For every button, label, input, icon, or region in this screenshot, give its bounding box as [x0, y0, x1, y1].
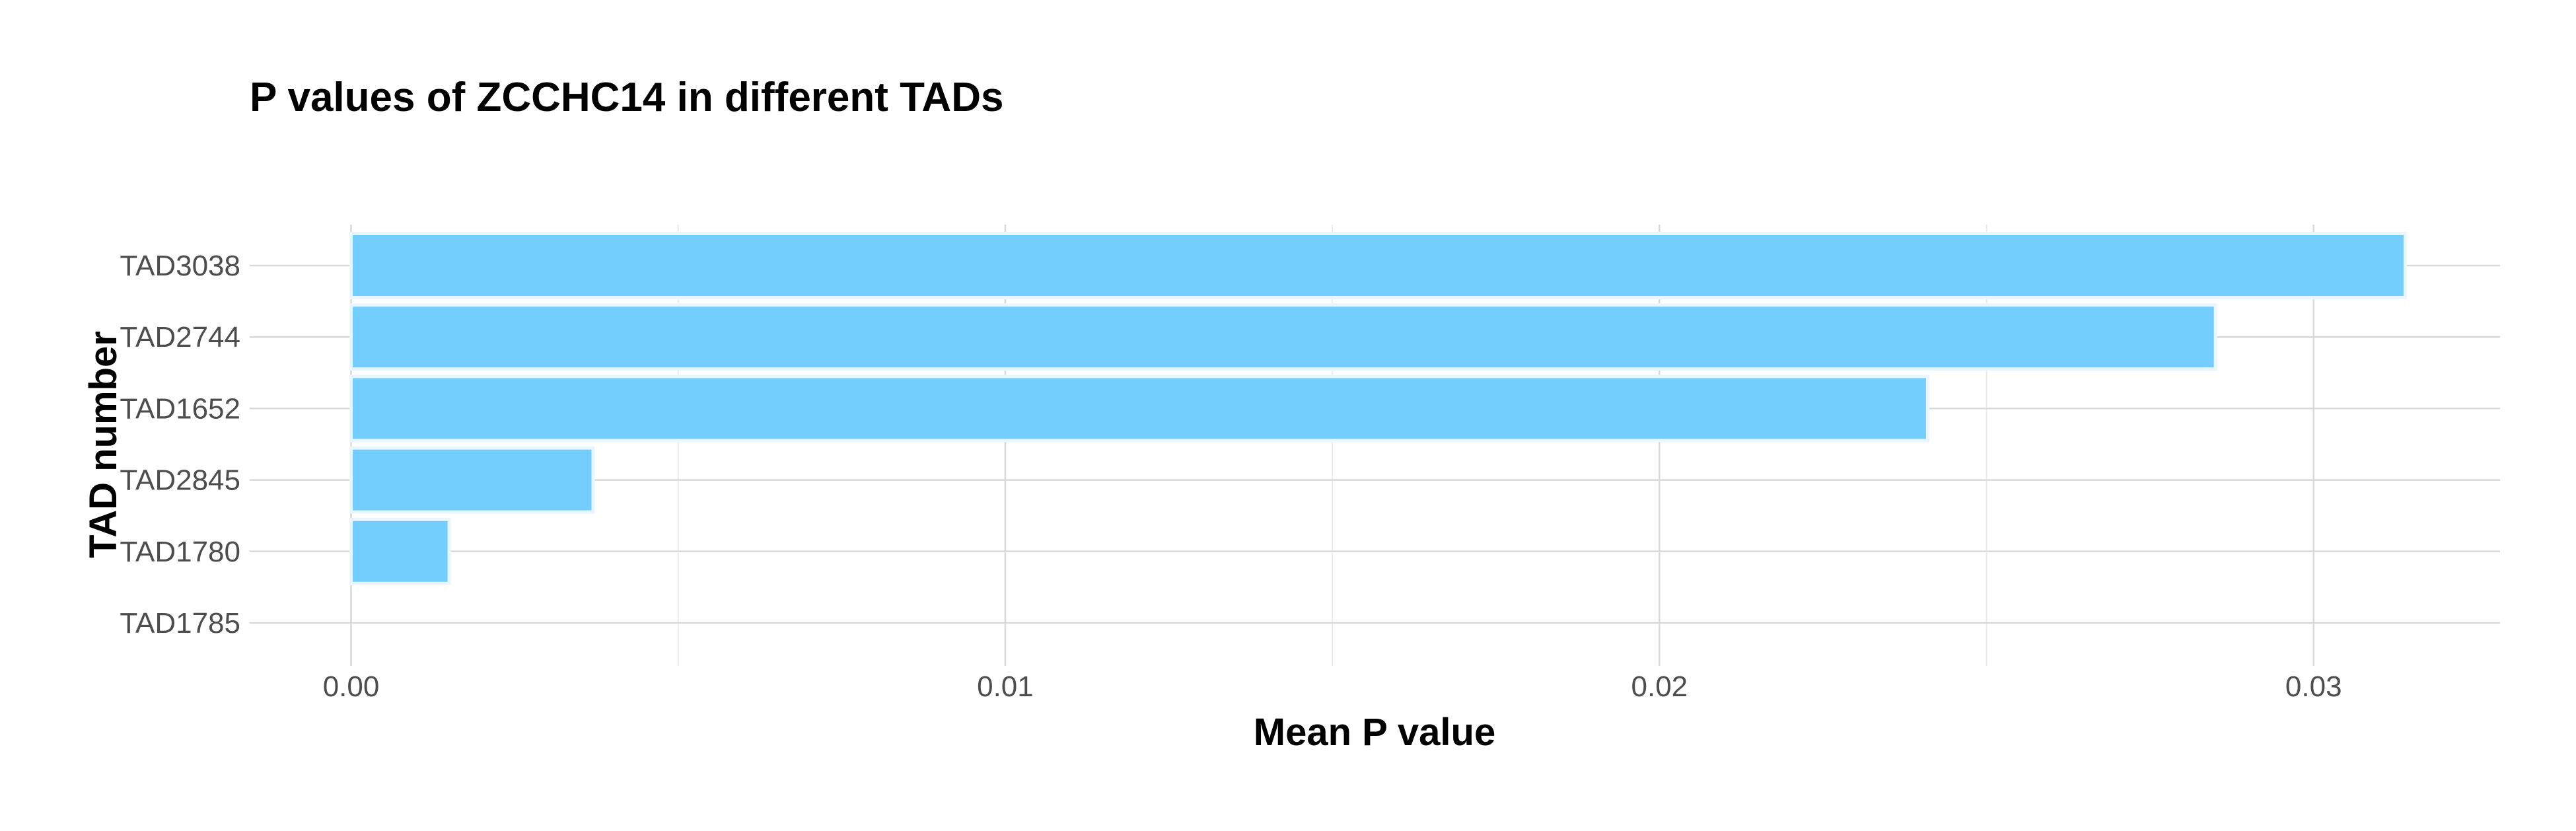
y-tick-label: TAD1780 [120, 536, 240, 568]
bar-tad2845 [349, 446, 595, 514]
y-tick-label: TAD2845 [120, 464, 240, 497]
x-tick-label: 0.00 [323, 670, 380, 703]
bar-tad1780 [349, 517, 451, 585]
x-tick-label: 0.02 [1631, 670, 1688, 703]
y-tick-labels: TAD3038 TAD2744 TAD1652 TAD2845 TAD1780 TAD17… [120, 250, 240, 639]
y-tick-label: TAD1785 [120, 607, 240, 639]
y-tick-label: TAD2744 [120, 321, 240, 353]
x-tick-labels: 0.00 0.01 0.02 0.03 [323, 670, 2342, 703]
x-tick-label: 0.03 [2285, 670, 2342, 703]
bar-tad1652 [349, 375, 1929, 443]
bar-tad3038 [349, 232, 2407, 299]
y-axis-title: TAD number [82, 331, 125, 558]
chart-title: P values of ZCCHC14 in different TADs [250, 75, 1003, 120]
x-tick-label: 0.01 [977, 670, 1034, 703]
y-tick-label: TAD3038 [120, 250, 240, 282]
x-axis-title: Mean P value [1254, 711, 1495, 754]
bar-tad2744 [349, 303, 2217, 371]
y-tick-label: TAD1652 [120, 392, 240, 425]
bar-layer [349, 232, 2407, 585]
